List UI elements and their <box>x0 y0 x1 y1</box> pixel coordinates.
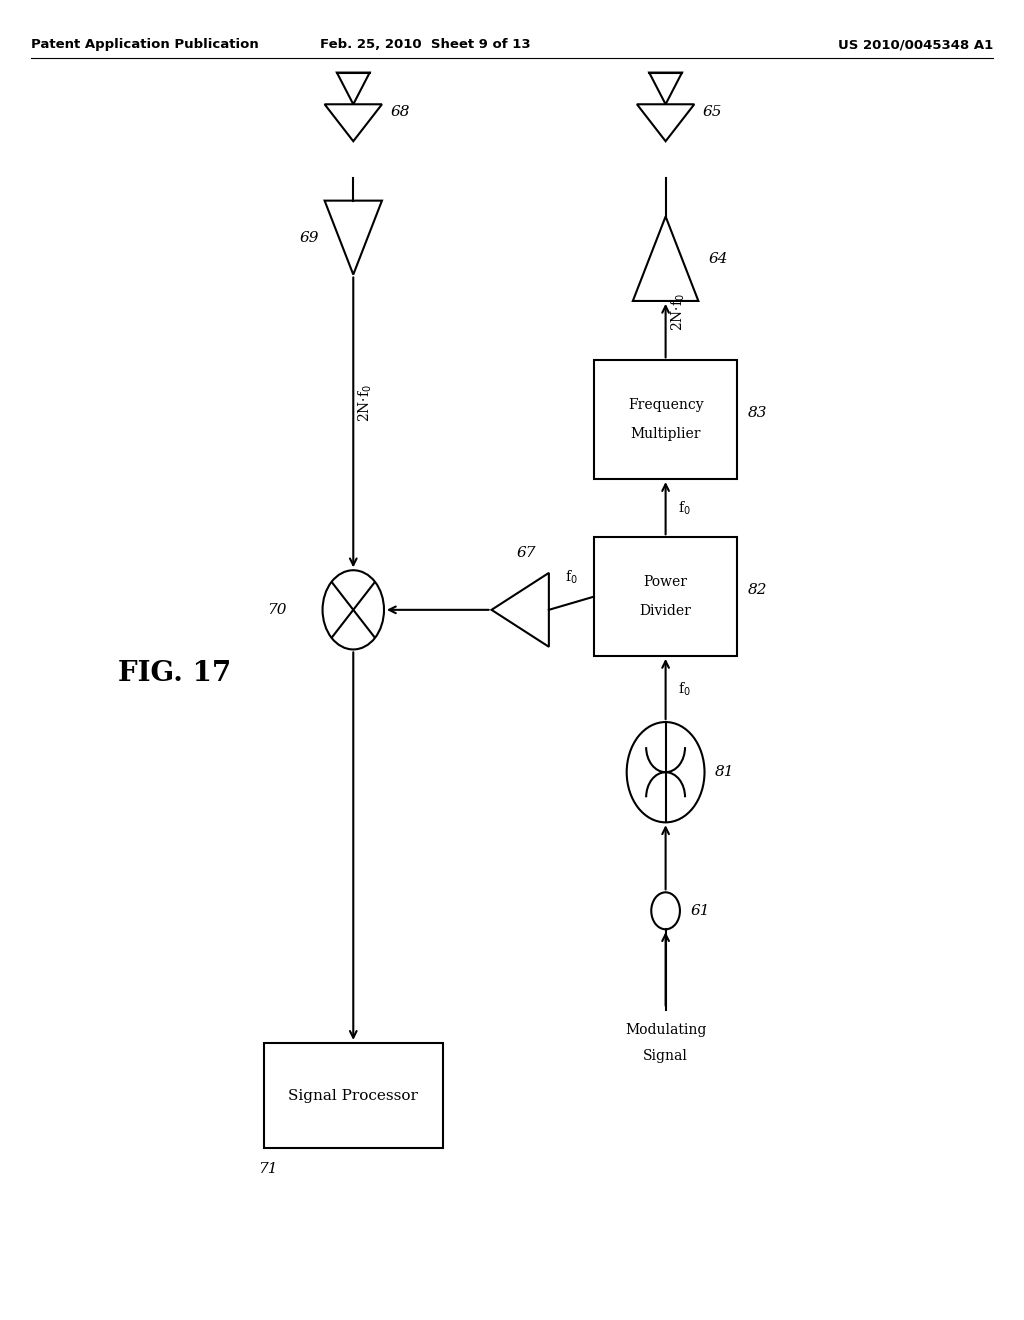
Text: Patent Application Publication: Patent Application Publication <box>31 38 258 51</box>
Text: f$_0$: f$_0$ <box>678 680 690 698</box>
Bar <box>263 1043 442 1148</box>
Text: Divider: Divider <box>640 605 691 618</box>
Text: Frequency: Frequency <box>628 399 703 412</box>
Text: 68: 68 <box>390 106 410 119</box>
Text: 2N·f$_0$: 2N·f$_0$ <box>357 384 374 422</box>
Text: 82: 82 <box>748 583 767 597</box>
Bar <box>594 360 737 479</box>
Text: 64: 64 <box>709 252 728 265</box>
Text: 81: 81 <box>715 766 734 779</box>
Text: f$_0$: f$_0$ <box>565 569 578 586</box>
Text: 69: 69 <box>300 231 319 244</box>
Text: 2N·f$_0$: 2N·f$_0$ <box>670 293 686 330</box>
Text: 83: 83 <box>748 407 767 420</box>
Text: Multiplier: Multiplier <box>631 428 700 441</box>
Text: Signal Processor: Signal Processor <box>289 1089 418 1102</box>
Text: Feb. 25, 2010  Sheet 9 of 13: Feb. 25, 2010 Sheet 9 of 13 <box>319 38 530 51</box>
Text: US 2010/0045348 A1: US 2010/0045348 A1 <box>838 38 993 51</box>
Text: Signal: Signal <box>643 1049 688 1064</box>
Bar <box>594 537 737 656</box>
Text: f$_0$: f$_0$ <box>678 499 690 517</box>
Text: 70: 70 <box>267 603 287 616</box>
Text: 67: 67 <box>516 545 536 560</box>
Text: 71: 71 <box>258 1162 279 1176</box>
Text: Modulating: Modulating <box>625 1023 707 1038</box>
Text: FIG. 17: FIG. 17 <box>118 660 231 686</box>
Text: Power: Power <box>644 576 687 589</box>
Text: 65: 65 <box>702 106 722 119</box>
Text: 61: 61 <box>690 904 710 917</box>
